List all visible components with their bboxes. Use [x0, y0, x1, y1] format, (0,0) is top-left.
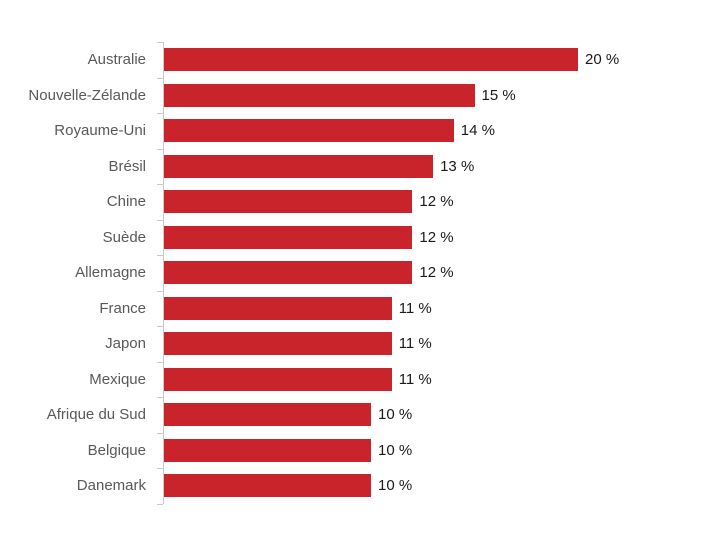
axis-tick — [157, 432, 163, 434]
value-axis-line — [163, 42, 164, 504]
chart-row: Royaume-Uni 14 % — [0, 113, 720, 149]
axis-tick — [157, 255, 163, 256]
bar — [164, 474, 371, 498]
value-label: 20 % — [585, 51, 620, 69]
axis-tick — [157, 503, 163, 505]
axis-tick — [157, 468, 163, 469]
chart-row: Mexique 11 % — [0, 362, 720, 398]
axis-tick — [157, 219, 163, 221]
bar — [164, 119, 454, 143]
axis-gap — [146, 220, 164, 256]
bar — [164, 190, 413, 214]
chart-row: Nouvelle-Zélande 15 % — [0, 78, 720, 114]
value-label: 12 % — [419, 193, 454, 211]
chart-row: Chine 12 % — [0, 184, 720, 220]
chart-row: Japon 11 % — [0, 326, 720, 362]
axis-gap — [146, 362, 164, 398]
axis-gap — [146, 291, 164, 327]
axis-tick — [157, 148, 163, 150]
category-label: Belgique — [87, 441, 146, 459]
axis-tick — [157, 290, 163, 292]
category-label: France — [99, 299, 146, 317]
chart-row: Belgique 10 % — [0, 433, 720, 469]
axis-tick — [157, 326, 163, 327]
axis-tick — [157, 77, 163, 79]
bar — [164, 332, 392, 356]
value-label: 10 % — [378, 477, 413, 495]
category-label: Australie — [87, 51, 146, 69]
axis-tick — [157, 42, 163, 43]
chart-row: Australie 20 % — [0, 42, 720, 78]
value-label: 10 % — [378, 441, 413, 459]
bar — [164, 403, 371, 427]
axis-gap — [146, 113, 164, 149]
axis-gap — [146, 255, 164, 291]
axis-gap — [146, 78, 164, 114]
axis-tick — [157, 397, 163, 398]
category-label: Afrique du Sud — [46, 406, 146, 424]
axis-gap — [146, 184, 164, 220]
value-label: 12 % — [419, 264, 454, 282]
axis-gap — [146, 468, 164, 504]
value-label: 10 % — [378, 406, 413, 424]
chart-row: Suède 12 % — [0, 220, 720, 256]
value-label: 14 % — [460, 122, 495, 140]
value-label: 11 % — [398, 299, 432, 317]
axis-gap — [146, 149, 164, 185]
chart-rows: Australie 20 % Nouvelle-Zélande 15 % Royaume… — [0, 42, 720, 504]
category-label: Royaume-Uni — [54, 122, 146, 140]
bar — [164, 261, 413, 285]
chart-row: Danemark 10 % — [0, 468, 720, 504]
bar — [164, 438, 371, 462]
bar — [164, 296, 392, 320]
category-label: Nouvelle-Zélande — [28, 86, 146, 104]
category-label: Mexique — [89, 370, 146, 388]
axis-gap — [146, 397, 164, 433]
category-label: Allemagne — [75, 264, 146, 282]
value-label: 13 % — [440, 157, 475, 175]
value-label: 11 % — [398, 335, 432, 353]
chart-row: Brésil 13 % — [0, 149, 720, 185]
axis-gap — [146, 42, 164, 78]
category-label: Japon — [105, 335, 146, 353]
chart-row: France 11 % — [0, 291, 720, 327]
bar — [164, 48, 578, 72]
value-label: 15 % — [481, 86, 516, 104]
category-label: Danemark — [76, 477, 146, 495]
category-label: Brésil — [108, 157, 146, 175]
axis-tick — [157, 361, 163, 363]
bar — [164, 367, 392, 391]
bar — [164, 154, 434, 178]
value-label: 12 % — [419, 228, 454, 246]
bar — [164, 83, 475, 107]
chart-row: Allemagne 12 % — [0, 255, 720, 291]
category-label: Chine — [106, 193, 146, 211]
bar — [164, 225, 413, 249]
value-label: 11 % — [398, 370, 432, 388]
axis-gap — [146, 326, 164, 362]
axis-tick — [157, 184, 163, 185]
axis-gap — [146, 433, 164, 469]
category-label: Suède — [102, 228, 146, 246]
chart-row: Afrique du Sud 10 % — [0, 397, 720, 433]
axis-tick — [157, 113, 163, 114]
